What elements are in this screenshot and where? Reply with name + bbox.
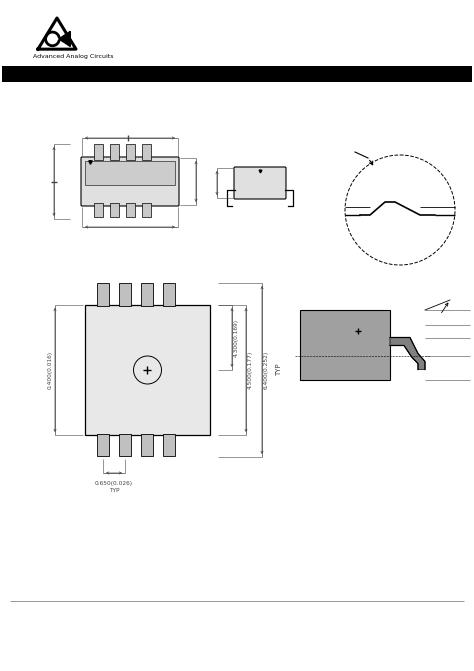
- Text: 6.400(0.252): 6.400(0.252): [264, 351, 269, 389]
- Text: 0.400(0.016): 0.400(0.016): [48, 351, 53, 389]
- Bar: [163, 434, 175, 456]
- Bar: [110, 144, 119, 160]
- Bar: [163, 283, 175, 306]
- Bar: [2, 66, 472, 68]
- Bar: [94, 203, 103, 217]
- Bar: [126, 144, 135, 160]
- Bar: [141, 434, 153, 456]
- Bar: [2, 68, 472, 82]
- Bar: [142, 144, 151, 160]
- Text: TYP: TYP: [109, 488, 119, 493]
- Bar: [300, 310, 390, 380]
- Text: Advanced Analog Circuits: Advanced Analog Circuits: [33, 54, 113, 59]
- Bar: [85, 161, 175, 185]
- Bar: [97, 283, 109, 306]
- Polygon shape: [59, 32, 70, 46]
- Bar: [141, 283, 153, 306]
- FancyBboxPatch shape: [81, 157, 179, 206]
- Bar: [85, 305, 210, 435]
- Bar: [119, 283, 131, 306]
- Bar: [142, 203, 151, 217]
- Text: 4.500(0.177): 4.500(0.177): [248, 351, 253, 389]
- Polygon shape: [390, 338, 425, 370]
- Bar: [110, 203, 119, 217]
- FancyBboxPatch shape: [234, 167, 286, 199]
- Bar: [94, 144, 103, 160]
- Text: 0.650(0.026): 0.650(0.026): [95, 481, 133, 486]
- Text: 4.300(0.169): 4.300(0.169): [234, 319, 239, 356]
- Bar: [97, 434, 109, 456]
- Bar: [119, 434, 131, 456]
- Bar: [126, 203, 135, 217]
- Text: TYP: TYP: [276, 364, 282, 376]
